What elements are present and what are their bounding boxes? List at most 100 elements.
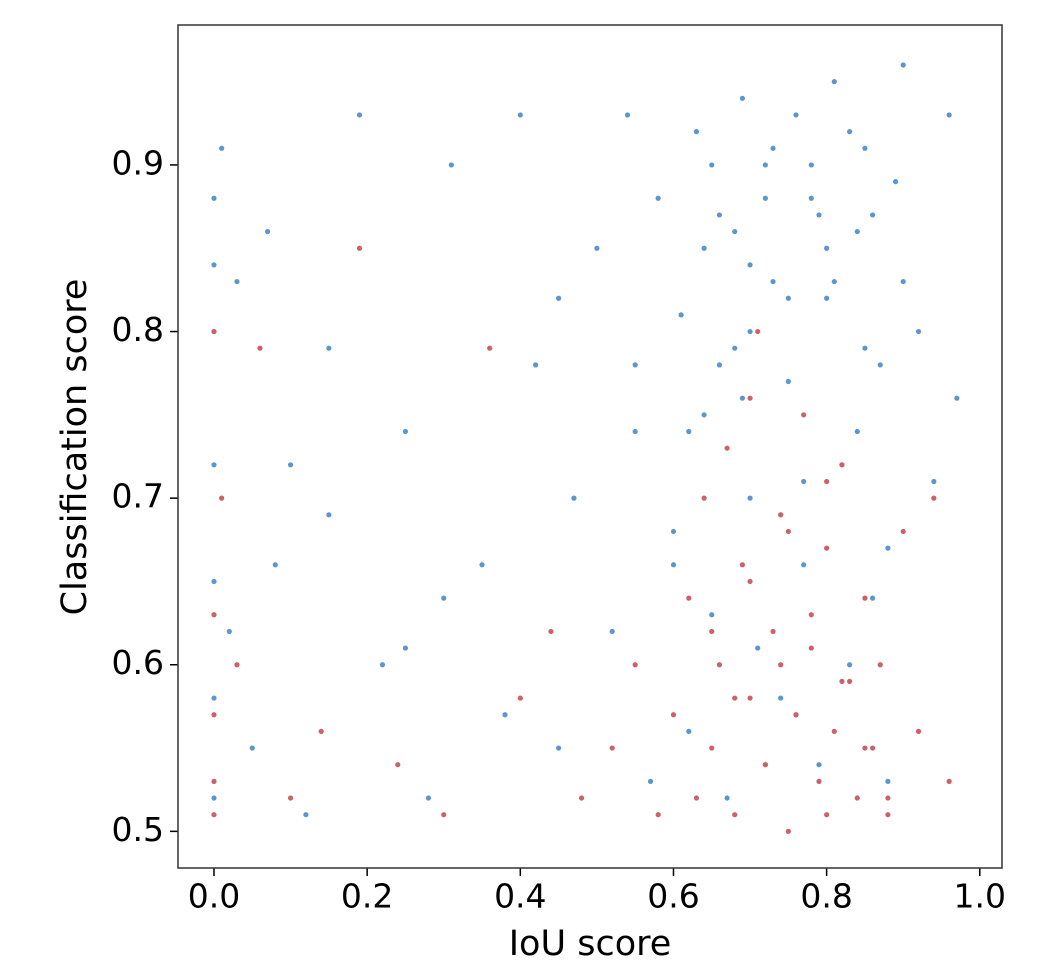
point (847, 129, 853, 135)
point (571, 495, 577, 501)
point (356, 245, 363, 251)
point (847, 662, 853, 668)
point (778, 662, 784, 668)
point (946, 778, 952, 784)
point (862, 745, 868, 751)
point (701, 412, 707, 418)
point (326, 512, 332, 518)
point (425, 795, 432, 801)
point (755, 645, 761, 651)
point (647, 778, 654, 784)
point (724, 795, 730, 801)
point (211, 578, 217, 585)
point (885, 812, 891, 818)
point (885, 778, 891, 784)
x-tick-label: 0.8 (800, 877, 852, 916)
point (762, 762, 768, 768)
point (395, 762, 401, 768)
point (693, 129, 700, 135)
point (701, 495, 707, 501)
point (762, 195, 768, 201)
point (824, 295, 830, 301)
point (847, 678, 853, 685)
point (770, 628, 776, 635)
point (219, 145, 225, 151)
y-tick-label: 0.7 (112, 477, 164, 516)
point (785, 295, 791, 301)
point (885, 545, 891, 551)
point (211, 695, 217, 701)
point (609, 745, 615, 751)
point (709, 612, 715, 618)
point (211, 712, 217, 718)
point (479, 562, 485, 568)
point (441, 812, 447, 818)
point (556, 295, 562, 301)
y-tick-label: 0.5 (112, 810, 164, 849)
point (632, 362, 638, 368)
point (287, 795, 294, 801)
point (264, 228, 271, 235)
point (272, 562, 278, 568)
point (808, 162, 814, 168)
point (877, 362, 883, 368)
point (517, 695, 523, 701)
point (211, 612, 217, 618)
point (724, 445, 730, 451)
x-tick-label: 0.6 (647, 877, 699, 916)
point (824, 245, 830, 251)
point (257, 345, 263, 351)
x-tick-label: 0.4 (494, 877, 546, 916)
point (287, 462, 294, 468)
point (808, 195, 814, 201)
point (716, 362, 723, 368)
y-tick-label: 0.9 (112, 143, 164, 182)
point (747, 262, 753, 268)
point (686, 595, 692, 601)
point (862, 595, 868, 601)
point (701, 245, 707, 251)
point (379, 662, 386, 668)
point (801, 562, 807, 568)
point (732, 228, 738, 235)
point (915, 328, 922, 335)
point (211, 778, 217, 784)
point (931, 495, 937, 501)
point (211, 795, 217, 801)
point (211, 328, 217, 335)
point (854, 428, 860, 435)
point (594, 245, 600, 251)
point (318, 728, 324, 734)
point (801, 478, 807, 485)
point (732, 812, 738, 818)
point (755, 328, 761, 335)
x-axis-label: IoU score (509, 924, 672, 964)
x-tick-label: 0.2 (341, 877, 393, 916)
point (326, 345, 332, 351)
point (824, 478, 830, 485)
point (900, 62, 906, 68)
point (793, 712, 799, 718)
plot-frame (177, 24, 1003, 869)
point (778, 695, 784, 701)
point (211, 812, 217, 818)
point (739, 395, 745, 401)
point (869, 595, 876, 601)
point (770, 145, 776, 151)
point (831, 79, 837, 85)
point (624, 112, 631, 118)
point (739, 562, 745, 568)
point (785, 528, 791, 535)
point (747, 695, 753, 701)
point (869, 212, 876, 218)
point (869, 745, 876, 751)
point (670, 712, 677, 718)
point (854, 228, 860, 235)
point (770, 278, 776, 285)
point (915, 728, 922, 734)
point (862, 345, 868, 351)
x-tick-label: 0.0 (188, 877, 240, 916)
point (234, 662, 240, 668)
point (517, 112, 523, 118)
